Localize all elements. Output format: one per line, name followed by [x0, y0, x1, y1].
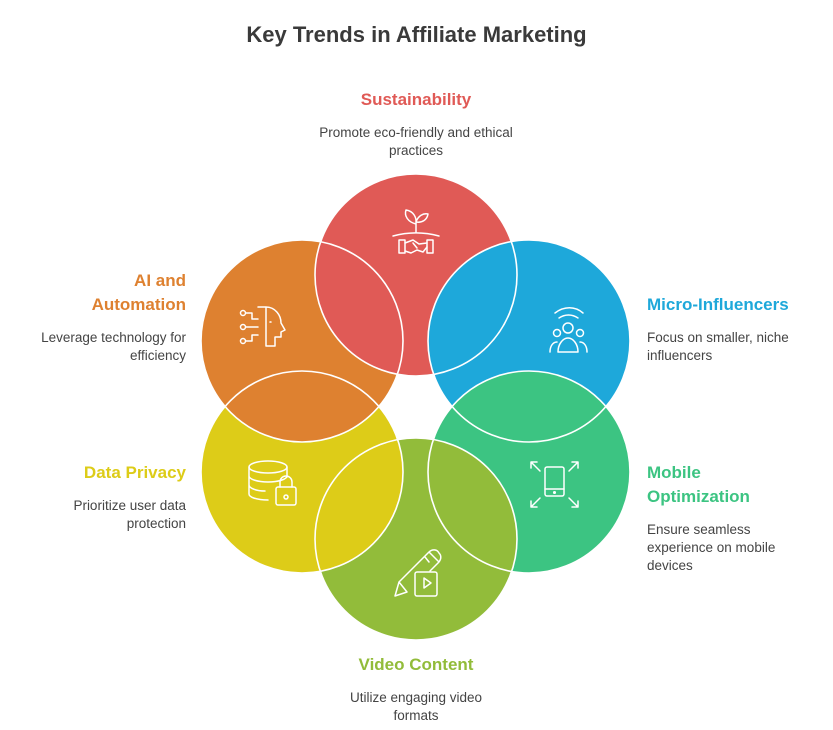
- mobile-desc: Ensure seamless experience on mobile dev…: [647, 522, 776, 573]
- database-lock-icon: [248, 460, 297, 506]
- pencil-video-icon: [394, 549, 442, 597]
- sustainability-desc: Promote eco-friendly and ethical practic…: [319, 125, 513, 158]
- plant-handshake-icon: [392, 209, 440, 254]
- diagram-title: Key Trends in Affiliate Marketing: [246, 22, 587, 47]
- mobile-expand-icon: [530, 461, 579, 508]
- ai-label: AI and Automation: [91, 271, 186, 314]
- people-broadcast-icon: [549, 307, 588, 353]
- privacy-desc: Prioritize user data protection: [73, 498, 186, 531]
- micro-label: Micro-Influencers: [647, 295, 789, 314]
- video-desc: Utilize engaging video formats: [349, 690, 483, 723]
- privacy-label: Data Privacy: [83, 463, 186, 482]
- mobile-label: Mobile Optimization: [647, 463, 750, 506]
- lens-mobile-micro: [428, 371, 630, 442]
- micro-desc: Focus on smaller, niche influencers: [647, 330, 789, 363]
- ai-desc: Leverage technology for efficiency: [41, 330, 186, 363]
- ai-head-icon: [239, 306, 286, 347]
- video-label: Video Content: [358, 655, 474, 674]
- sustainability-label: Sustainability: [360, 90, 472, 109]
